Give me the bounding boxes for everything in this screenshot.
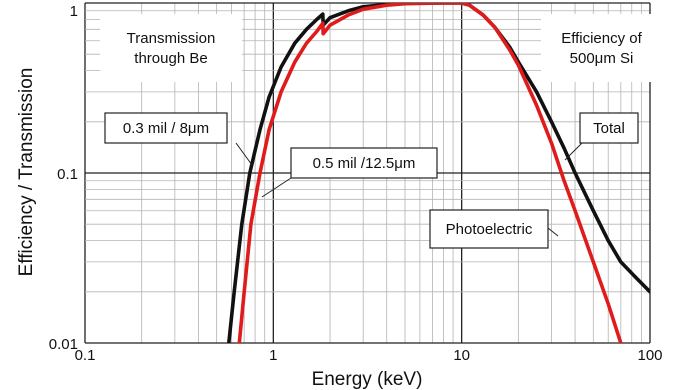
annotation-text: Efficiency of — [561, 30, 642, 47]
series-curve-1 — [227, 3, 650, 343]
annotation-box — [290, 147, 438, 179]
annotation-leaders — [235, 142, 583, 237]
x-tick-label: 10 — [453, 347, 470, 364]
annotation-text: Transmission — [127, 30, 216, 47]
x-tick-label: 100 — [637, 347, 662, 364]
annotation-4: 0.5 mil /12.5μm — [290, 147, 438, 179]
series-layer — [227, 3, 650, 343]
y-tick-label: 0.1 — [57, 166, 78, 183]
annotation-box — [100, 14, 242, 82]
x-tick-label: 0.1 — [75, 347, 96, 364]
annotation-leader-line — [564, 142, 583, 161]
annotation-text: 0.5 mil /12.5μm — [313, 155, 416, 172]
annotation-box — [579, 112, 639, 144]
annotation-text: through Be — [134, 50, 207, 67]
y-tick-label: 1 — [70, 3, 78, 20]
annotation-box — [541, 14, 662, 82]
y-tick-label: 0.01 — [49, 336, 78, 353]
annotation-6: Photoelectric — [429, 209, 549, 249]
annotation-text: Photoelectric — [446, 221, 533, 238]
series-curve-2 — [237, 3, 623, 343]
annotation-box — [429, 209, 549, 249]
annotation-leader-line — [261, 177, 292, 198]
x-tick-label: 1 — [269, 347, 277, 364]
annotation-3: 0.3 mil / 8μm — [104, 112, 228, 144]
annotation-box — [104, 112, 228, 144]
annotation-leader-line — [235, 142, 253, 166]
annotations: Transmission through Be Efficiency of 500μm… — [100, 14, 662, 249]
annotation-1: Transmission through Be — [100, 14, 242, 82]
annotation-text: Total — [593, 120, 625, 137]
annotation-leader-line — [547, 227, 559, 237]
x-axis-title: Energy (keV) — [312, 369, 423, 390]
annotation-text: 0.3 mil / 8μm — [123, 120, 209, 137]
annotation-2: Efficiency of 500μm Si — [541, 14, 662, 82]
annotation-text: 500μm Si — [570, 50, 634, 67]
annotation-5: Total — [579, 112, 639, 144]
y-axis-title: Efficiency / Transmission — [16, 68, 37, 277]
